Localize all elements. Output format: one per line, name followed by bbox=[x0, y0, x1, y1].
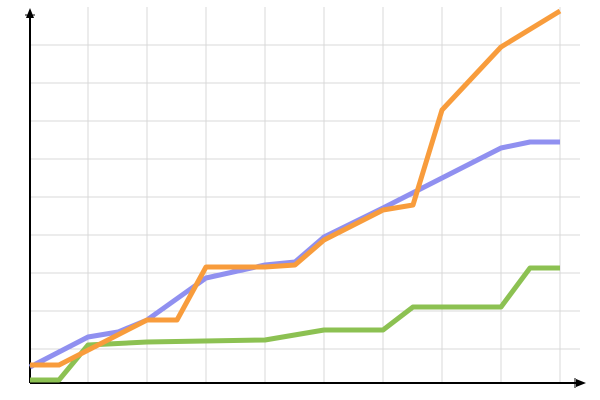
data-series-group bbox=[28, 8, 562, 383]
axes-group bbox=[25, 8, 586, 388]
series-line-orange bbox=[30, 8, 562, 368]
y-axis-arrow-icon bbox=[26, 8, 34, 18]
horizontal-gridlines-group bbox=[30, 44, 580, 350]
vertical-gridlines-group bbox=[87, 7, 561, 383]
series-line-green bbox=[30, 265, 560, 383]
x-axis-arrow-icon bbox=[576, 379, 586, 387]
